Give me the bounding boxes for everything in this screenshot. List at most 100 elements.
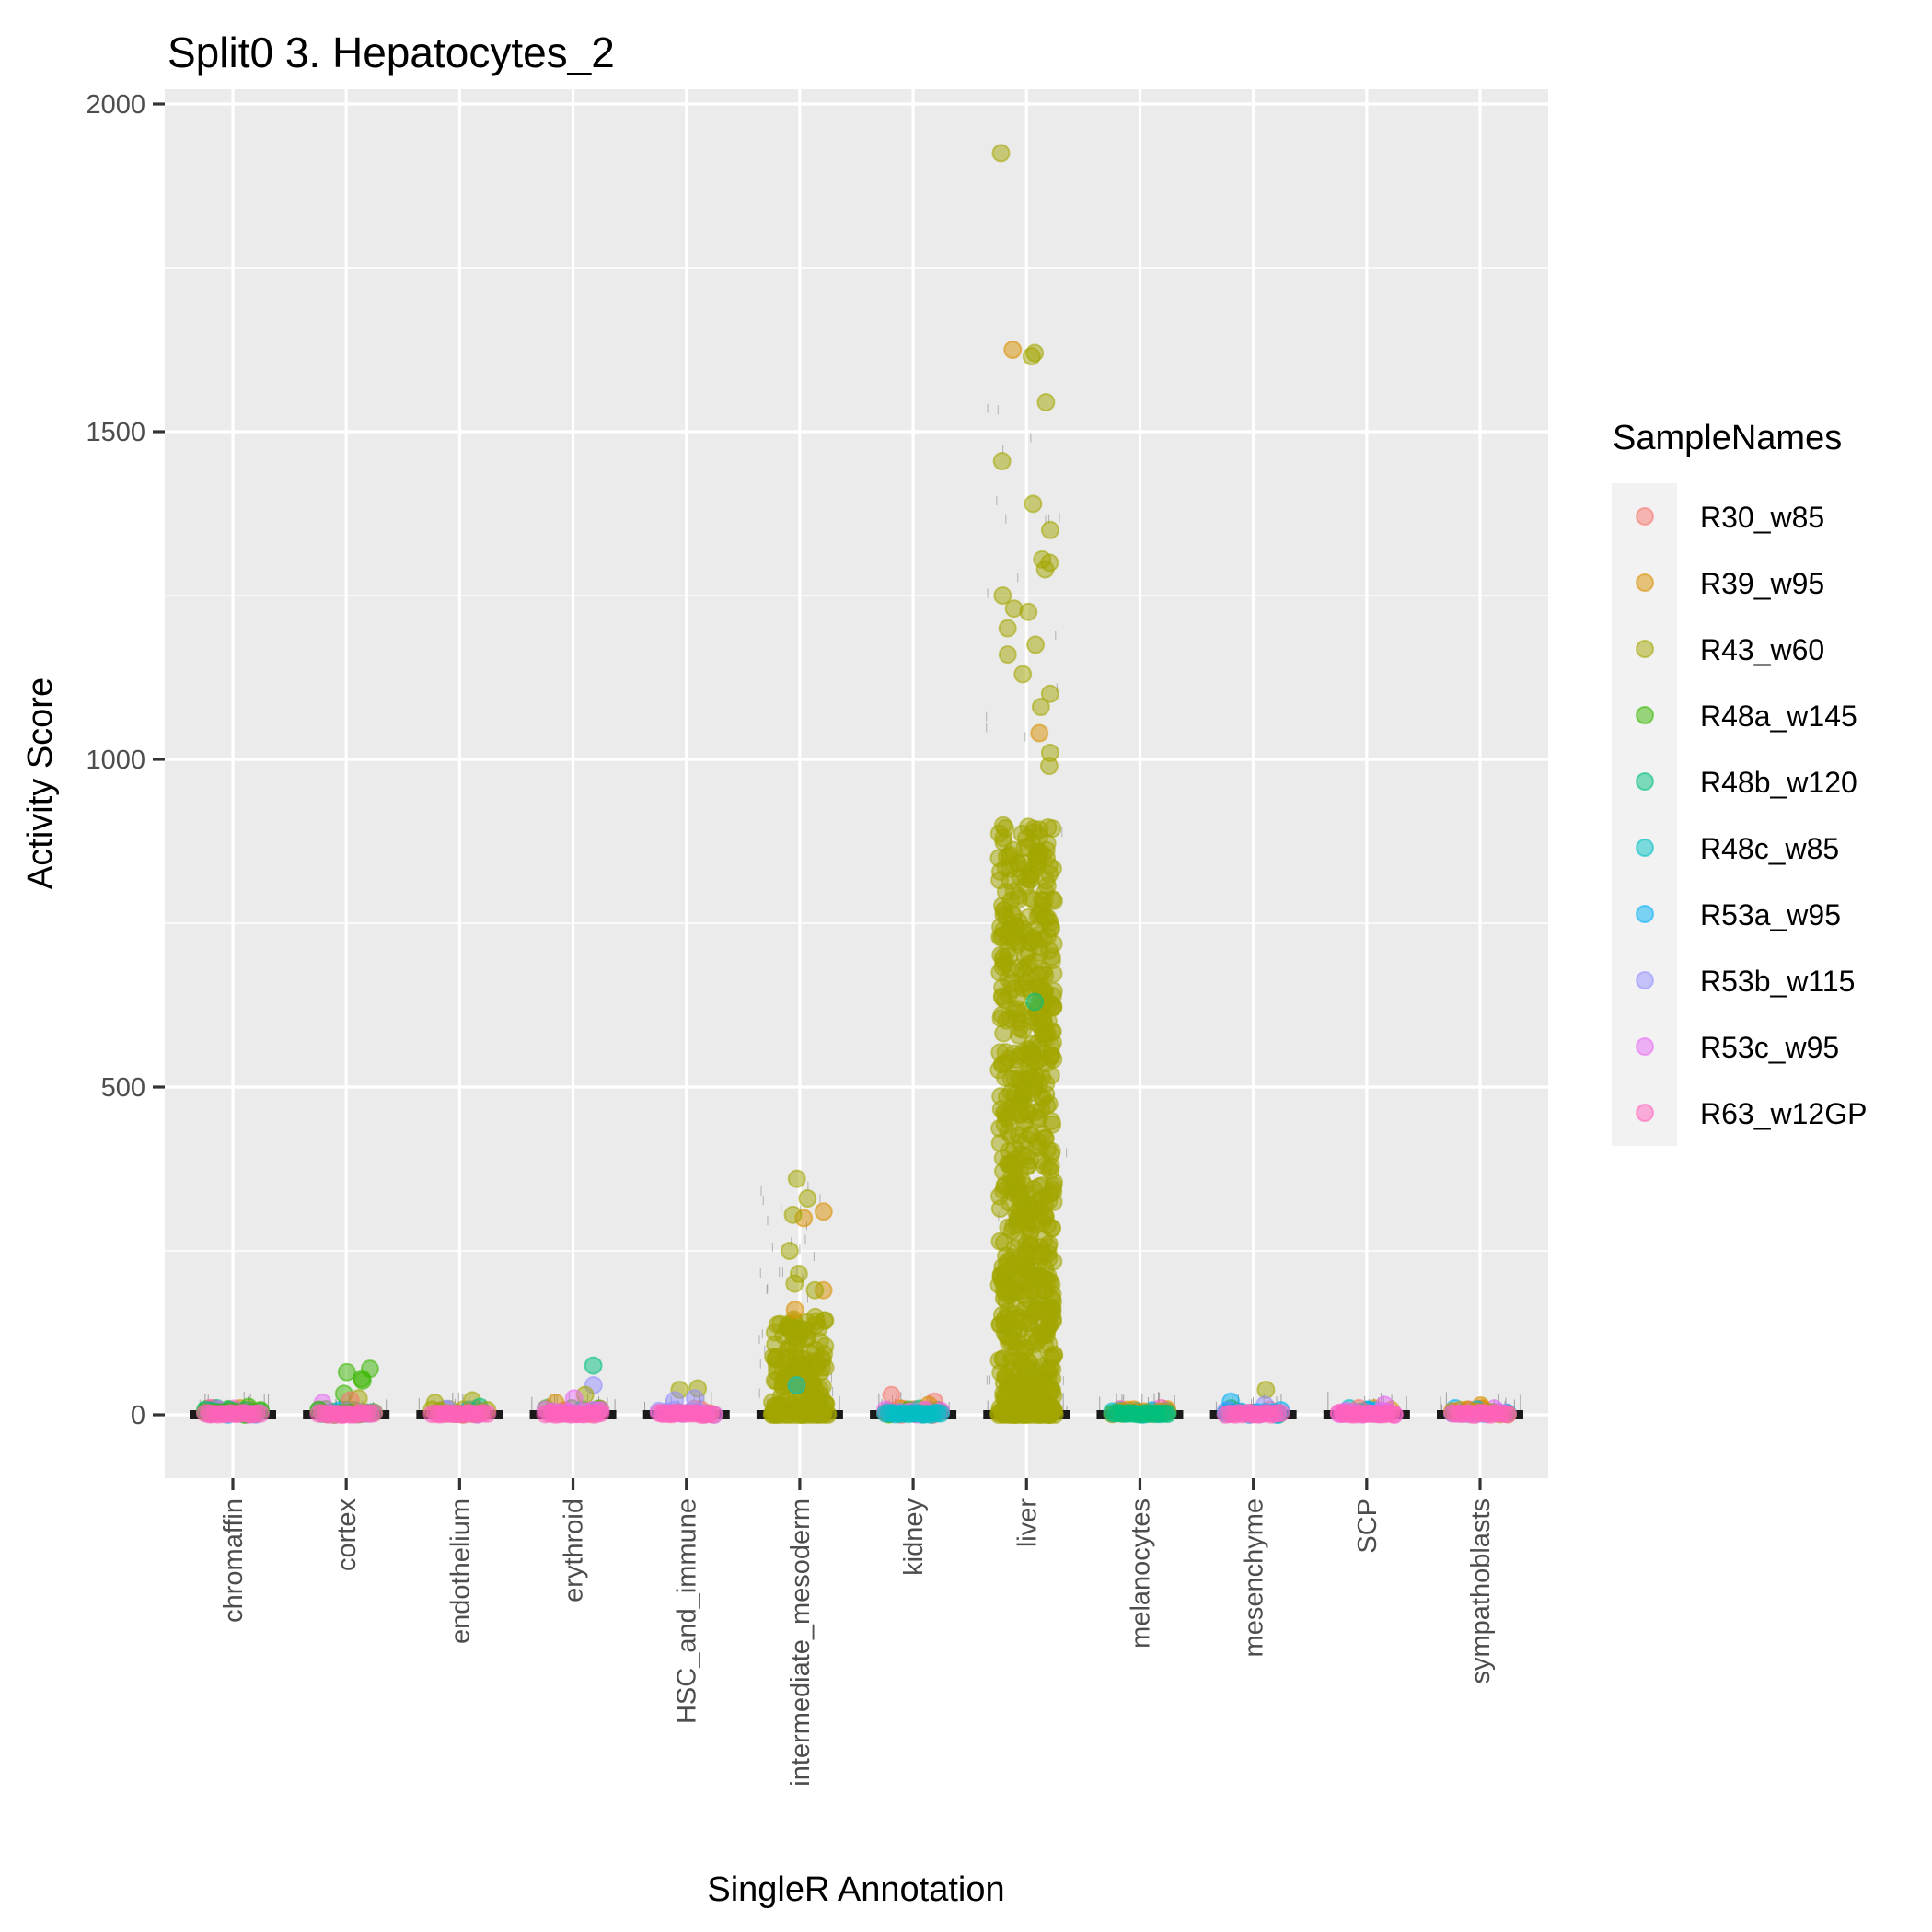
y-tick-label: 0	[131, 1401, 145, 1430]
legend-key-dot	[1636, 507, 1654, 526]
data-point	[788, 1357, 807, 1376]
data-point	[992, 452, 1012, 471]
data-point	[1019, 602, 1038, 621]
data-point	[584, 1356, 603, 1375]
data-point	[1036, 392, 1056, 411]
legend-label: R48a_w145	[1700, 700, 1857, 733]
legend: SampleNames R30_w85 R39_w95 R43_w60 R48a_w1…	[1612, 419, 1867, 1146]
gridlines	[165, 89, 1548, 1478]
data-point	[1002, 1166, 1022, 1186]
data-point	[1003, 906, 1023, 925]
data-point	[353, 1371, 372, 1390]
data-point	[1036, 908, 1056, 927]
legend-item: R53b_w115	[1636, 965, 1855, 998]
legend-key-dot	[1636, 839, 1654, 857]
data-point	[1042, 1112, 1061, 1131]
chart-title: Split0 3. Hepatocytes_2	[168, 29, 615, 76]
data-point	[1043, 1348, 1062, 1368]
legend-label: R48b_w120	[1700, 766, 1857, 799]
legend-item: R63_w12GP	[1636, 1097, 1867, 1130]
data-point	[1003, 341, 1023, 359]
data-point	[810, 1332, 829, 1351]
data-point	[1013, 1146, 1033, 1165]
legend-item: R48b_w120	[1636, 766, 1857, 799]
data-point	[994, 1373, 1013, 1393]
data-point	[997, 1290, 1016, 1310]
data-point	[994, 1024, 1013, 1043]
data-point	[251, 1404, 270, 1423]
data-point	[798, 1189, 817, 1209]
data-point	[337, 1362, 356, 1382]
x-axis-title: SingleR Annotation	[707, 1870, 1004, 1909]
data-point	[1042, 947, 1061, 966]
data-point	[1271, 1404, 1290, 1423]
legend-label: R53a_w95	[1700, 898, 1841, 931]
data-point	[1001, 920, 1020, 940]
x-axis: chromaffin cortex endothelium erythroid HSC_…	[219, 1478, 1496, 1787]
data-point	[1019, 908, 1038, 927]
x-tick-label: endothelium	[445, 1498, 475, 1644]
x-tick-label: mesenchyme	[1240, 1498, 1269, 1657]
legend-item: R30_w85	[1636, 501, 1824, 534]
data-point	[1023, 1008, 1042, 1027]
data-point	[1000, 1193, 1019, 1212]
data-point	[931, 1404, 951, 1423]
data-point	[787, 1169, 806, 1188]
legend-title: SampleNames	[1613, 419, 1842, 457]
legend-key-dot	[1636, 971, 1654, 989]
data-point	[993, 1149, 1012, 1168]
legend-item: R53a_w95	[1636, 898, 1841, 931]
x-tick-label: cortex	[332, 1498, 362, 1571]
data-point	[995, 1308, 1014, 1327]
legend-item: R43_w60	[1636, 633, 1824, 666]
data-point	[817, 1404, 837, 1423]
data-point	[805, 1280, 825, 1300]
data-point	[1014, 1082, 1034, 1101]
data-point	[815, 1311, 834, 1330]
data-point	[785, 1274, 804, 1293]
data-point	[1022, 347, 1041, 366]
data-point	[814, 1202, 833, 1221]
data-point	[1158, 1405, 1177, 1424]
data-point	[1026, 1300, 1046, 1319]
x-tick-label: kidney	[899, 1498, 929, 1576]
data-point	[767, 1362, 786, 1382]
y-tick-label: 2000	[86, 90, 145, 120]
y-axis: 0 500 1000 1500 2000	[86, 90, 165, 1430]
y-axis-title: Activity Score	[21, 677, 60, 889]
x-tick-label: liver	[1012, 1498, 1042, 1548]
data-point	[1003, 840, 1023, 860]
data-point	[1035, 1196, 1054, 1215]
data-point	[783, 1205, 803, 1224]
data-point	[1498, 1405, 1517, 1424]
data-point	[1256, 1380, 1276, 1399]
data-point	[1019, 870, 1038, 889]
data-point	[1028, 1137, 1047, 1156]
legend-key-dot	[1636, 640, 1654, 658]
data-point	[996, 818, 1015, 838]
data-point	[704, 1405, 723, 1424]
x-tick-label: SCP	[1353, 1498, 1382, 1554]
y-tick-label: 1500	[86, 418, 145, 447]
data-point	[1025, 931, 1045, 950]
legend-key-dot	[1636, 1037, 1654, 1056]
data-point	[990, 1133, 1010, 1152]
data-point	[1040, 1379, 1059, 1398]
legend-item: R48a_w145	[1636, 700, 1857, 733]
data-point	[1005, 1069, 1024, 1088]
data-point	[1011, 1351, 1030, 1371]
data-point	[1033, 1213, 1052, 1232]
data-point	[1045, 1402, 1064, 1421]
x-tick-label: HSC_and_immune	[673, 1498, 702, 1724]
legend-label: R39_w95	[1700, 567, 1824, 600]
legend-item: R48c_w85	[1636, 832, 1839, 865]
legend-item: R39_w95	[1636, 567, 1824, 600]
data-point	[1016, 1044, 1035, 1063]
x-tick-label: melanocytes	[1126, 1498, 1155, 1649]
data-point	[364, 1404, 384, 1423]
legend-key-dot	[1636, 1104, 1654, 1122]
legend-label: R43_w60	[1700, 633, 1824, 666]
data-point	[787, 1375, 806, 1394]
x-tick-label: sympathoblasts	[1466, 1498, 1496, 1684]
